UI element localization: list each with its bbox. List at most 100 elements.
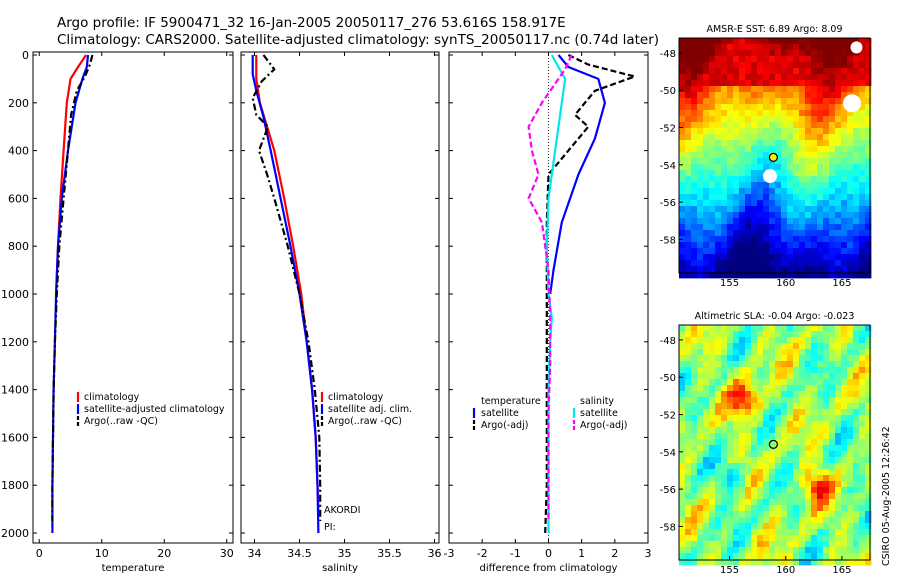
map-cell [703,373,710,380]
map-cell [715,343,722,350]
map-cell [829,499,836,506]
map-cell [835,218,842,225]
map-cell [799,146,806,153]
map-cell [739,481,746,488]
map-cell [697,56,704,63]
map-cell [775,457,782,464]
map-cell [793,517,800,524]
map-cell [739,218,746,225]
map-cell [847,134,854,141]
map-cell [823,463,830,470]
map-cell [799,325,806,332]
map-cell [847,397,854,404]
map-cell [775,236,782,243]
map-cell [703,517,710,524]
map-cell [787,439,794,446]
map-cell [865,62,872,69]
map-cell [745,158,752,165]
map-cell [847,86,854,93]
map-cell [751,427,758,434]
map-cell [817,355,824,362]
map-cell [823,481,830,488]
map-cell [787,355,794,362]
map-cell [763,224,770,231]
map-cell [757,523,764,530]
map-cell [757,62,764,69]
map-cell [817,403,824,410]
map-cell [757,457,764,464]
map-cell [697,331,704,338]
map-cell [751,553,758,560]
map-cell [685,50,692,57]
map-cell [679,511,686,518]
map-cell [763,493,770,500]
map-cell [751,140,758,147]
map-cell [697,385,704,392]
map-cell [853,230,860,237]
map-cell [745,469,752,476]
map-cell [793,433,800,440]
map-cell [841,56,848,63]
map-cell [769,50,776,57]
map-cell [727,128,734,135]
map-cell [685,415,692,422]
map-cell [703,158,710,165]
map-cell [679,92,686,99]
map-cell [829,397,836,404]
map-cell [709,487,716,494]
map-cell [817,176,824,183]
map-cell [835,182,842,189]
map-cell [841,361,848,368]
map-cell [793,86,800,93]
map-cell [787,349,794,356]
map-cell [739,325,746,332]
map-cell [745,439,752,446]
map-cell [757,475,764,482]
map-cell [811,224,818,231]
map-cell [739,475,746,482]
map-color-field [679,325,872,566]
map-cell [859,559,866,566]
map-cell [715,80,722,87]
map-cell [739,427,746,434]
map-cell [865,559,872,566]
map-cell [781,547,788,554]
map-cell [685,92,692,99]
map-cell [841,38,848,45]
map-cell [817,164,824,171]
map-cell [847,373,854,380]
map-cell [829,469,836,476]
map-cell [865,553,872,560]
map-cell [787,493,794,500]
map-cell [739,272,746,279]
map-cell [715,337,722,344]
map-cell [697,260,704,267]
map-cell [799,164,806,171]
map-cell [691,559,698,566]
map-cell [679,62,686,69]
plot-frame [32,51,234,544]
map-cell [781,86,788,93]
map-cell [841,379,848,386]
map-cell [727,74,734,81]
map-cell [733,451,740,458]
map-cell [817,146,824,153]
map-cell [721,379,728,386]
map-cell [865,481,872,488]
map-cell [757,493,764,500]
map-cell [805,487,812,494]
map-cell [781,176,788,183]
x-tick-label: 35.5 [377,547,402,560]
map-cell [823,559,830,566]
map-cell [703,200,710,207]
map-cell [781,535,788,542]
map-cell [805,529,812,536]
map-cell [709,164,716,171]
map-cell [745,218,752,225]
map-cell [787,200,794,207]
map-cell [703,152,710,159]
map-cell [769,541,776,548]
map-cell [769,391,776,398]
map-cell [829,122,836,129]
map-cell [697,170,704,177]
